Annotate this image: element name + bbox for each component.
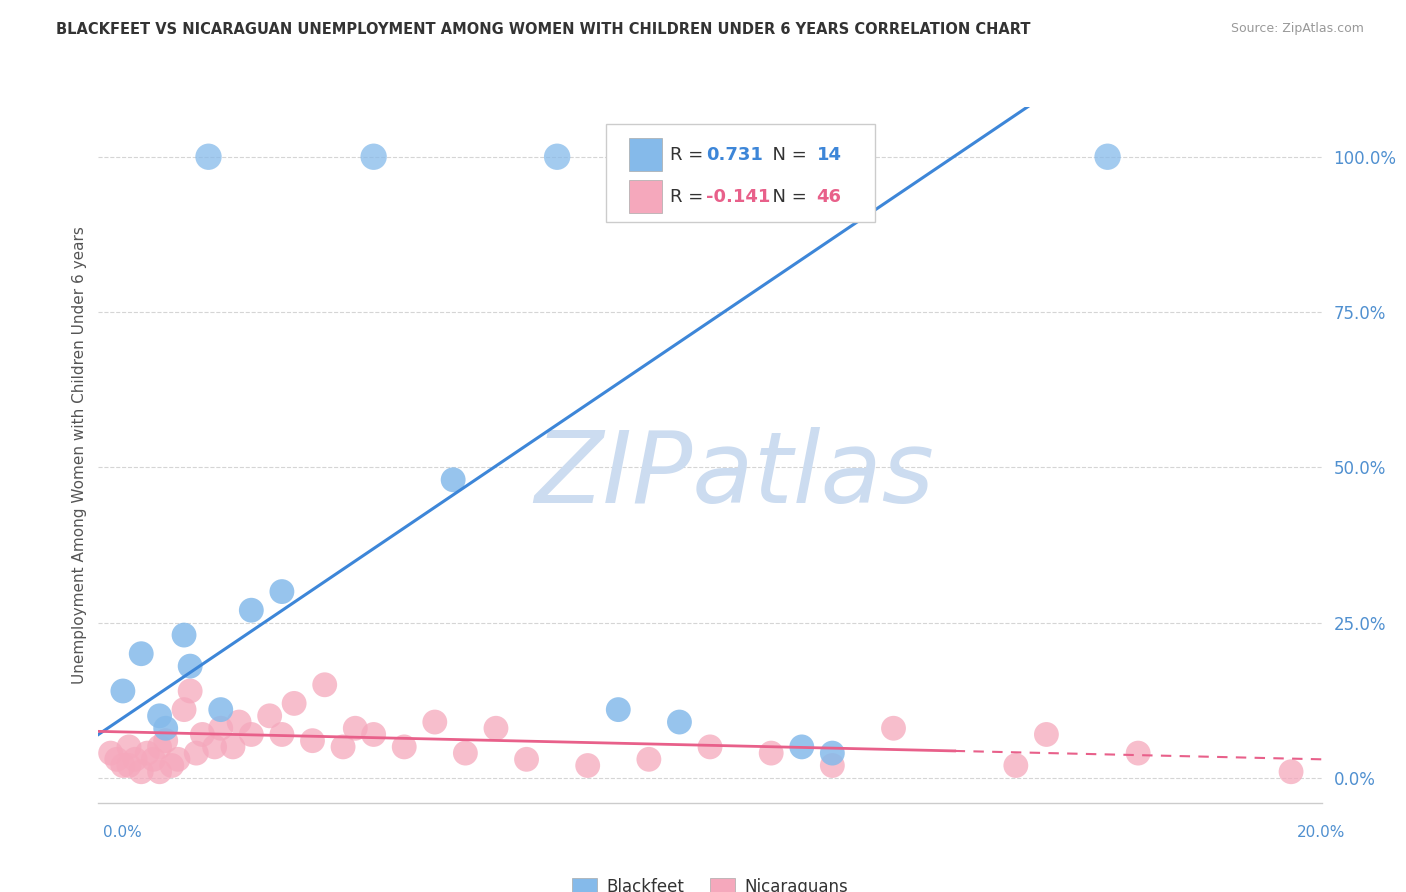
Point bbox=[100, 746, 122, 760]
Point bbox=[576, 758, 599, 772]
Point bbox=[118, 739, 141, 754]
Point bbox=[105, 752, 128, 766]
Point bbox=[136, 746, 159, 760]
Point bbox=[668, 714, 690, 729]
Point bbox=[204, 739, 226, 754]
Text: 14: 14 bbox=[817, 145, 841, 164]
Point bbox=[821, 758, 844, 772]
Point bbox=[699, 739, 721, 754]
Text: R =: R = bbox=[669, 145, 709, 164]
Point bbox=[761, 746, 783, 760]
Point bbox=[363, 727, 385, 741]
Point bbox=[270, 584, 294, 599]
Point bbox=[191, 727, 214, 741]
Point bbox=[637, 752, 661, 766]
Text: 46: 46 bbox=[817, 187, 841, 205]
Point bbox=[173, 628, 195, 642]
Point bbox=[485, 721, 508, 735]
Point bbox=[344, 721, 367, 735]
Point bbox=[179, 659, 201, 673]
FancyBboxPatch shape bbox=[606, 124, 875, 222]
Text: 20.0%: 20.0% bbox=[1298, 825, 1346, 840]
Point bbox=[314, 678, 336, 692]
Point bbox=[441, 473, 464, 487]
Point bbox=[516, 752, 538, 766]
Point bbox=[129, 764, 152, 779]
Point bbox=[197, 150, 219, 164]
FancyBboxPatch shape bbox=[630, 180, 662, 213]
Legend: Blackfeet, Nicaraguans: Blackfeet, Nicaraguans bbox=[565, 871, 855, 892]
Point bbox=[228, 714, 250, 729]
Point bbox=[129, 647, 152, 661]
Point bbox=[454, 746, 477, 760]
Point bbox=[209, 703, 232, 717]
Point bbox=[259, 708, 281, 723]
Point bbox=[607, 703, 630, 717]
Point bbox=[142, 752, 165, 766]
Point bbox=[149, 708, 172, 723]
Point bbox=[301, 733, 323, 747]
Point bbox=[1128, 746, 1150, 760]
Text: N =: N = bbox=[762, 145, 813, 164]
Point bbox=[423, 714, 446, 729]
Y-axis label: Unemployment Among Women with Children Under 6 years: Unemployment Among Women with Children U… bbox=[72, 226, 87, 684]
Point bbox=[363, 150, 385, 164]
FancyBboxPatch shape bbox=[630, 138, 662, 171]
Point bbox=[118, 758, 141, 772]
Point bbox=[546, 150, 568, 164]
Text: ZIPatlas: ZIPatlas bbox=[534, 427, 935, 524]
Point bbox=[167, 752, 190, 766]
Point bbox=[1035, 727, 1057, 741]
Point bbox=[124, 752, 146, 766]
Point bbox=[1004, 758, 1026, 772]
Text: R =: R = bbox=[669, 187, 709, 205]
Text: Source: ZipAtlas.com: Source: ZipAtlas.com bbox=[1230, 22, 1364, 36]
Point bbox=[637, 150, 661, 164]
Point bbox=[149, 764, 172, 779]
Point bbox=[821, 746, 844, 760]
Point bbox=[790, 739, 813, 754]
Point bbox=[186, 746, 208, 760]
Point bbox=[149, 739, 172, 754]
Point bbox=[883, 721, 905, 735]
Point bbox=[240, 727, 263, 741]
Point bbox=[240, 603, 263, 617]
Text: N =: N = bbox=[762, 187, 813, 205]
Point bbox=[155, 721, 177, 735]
Point bbox=[209, 721, 232, 735]
Point bbox=[155, 733, 177, 747]
Point bbox=[1279, 764, 1302, 779]
Text: BLACKFEET VS NICARAGUAN UNEMPLOYMENT AMONG WOMEN WITH CHILDREN UNDER 6 YEARS COR: BLACKFEET VS NICARAGUAN UNEMPLOYMENT AMO… bbox=[56, 22, 1031, 37]
Point bbox=[179, 684, 201, 698]
Text: -0.141: -0.141 bbox=[706, 187, 770, 205]
Text: 0.0%: 0.0% bbox=[103, 825, 142, 840]
Point bbox=[173, 703, 195, 717]
Point bbox=[1097, 150, 1119, 164]
Text: 0.731: 0.731 bbox=[706, 145, 763, 164]
Point bbox=[283, 697, 305, 711]
Point bbox=[270, 727, 294, 741]
Point bbox=[160, 758, 183, 772]
Point bbox=[111, 684, 134, 698]
Point bbox=[222, 739, 245, 754]
Point bbox=[392, 739, 416, 754]
Point bbox=[332, 739, 354, 754]
Point bbox=[111, 758, 134, 772]
